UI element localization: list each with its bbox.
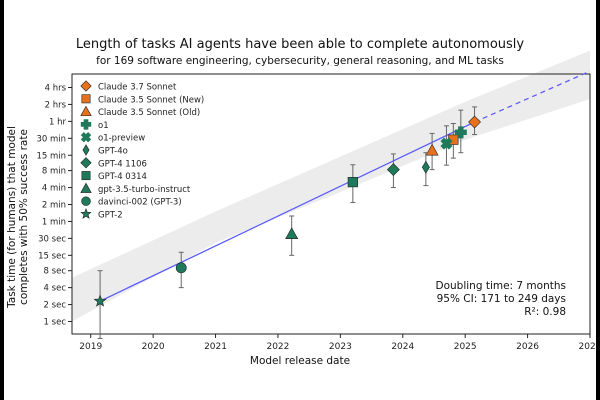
stat-r2: R²: 0.98 — [524, 306, 566, 318]
data-point — [175, 262, 187, 274]
data-point — [454, 126, 467, 139]
legend-label: GPT-4o — [98, 147, 128, 157]
data-point — [468, 115, 481, 129]
legend-marker — [81, 171, 91, 181]
legend-marker — [80, 131, 92, 143]
plot-area: 2019 2020 2021 2022 2023 2024 2025 2026 2027 1 se… — [36, 50, 596, 352]
data-point — [440, 137, 453, 150]
y-tick-label: 2 min — [42, 200, 66, 210]
y-tick-label: 2 hrs — [45, 100, 67, 110]
legend-label: Claude 3.5 Sonnet (New) — [98, 95, 204, 105]
legend-label: GPT-4 0314 — [98, 172, 147, 182]
data-point — [285, 227, 299, 240]
data-point — [347, 177, 358, 188]
data-point — [425, 143, 439, 156]
x-tick-label: 2026 — [516, 342, 539, 352]
data-point — [93, 294, 107, 307]
y-tick-label: 8 min — [42, 167, 66, 177]
legend-label: Claude 3.5 Sonnet (Old) — [98, 108, 200, 118]
data-point — [386, 163, 400, 177]
legend-marker — [80, 157, 92, 169]
y-tick-label: 1 hr — [49, 117, 66, 127]
y-tick-label: 1 sec — [44, 318, 67, 328]
y-tick-label: 4 sec — [44, 284, 67, 294]
y-tick-label: 30 min — [36, 134, 66, 144]
y-tick-label: 4 min — [42, 184, 66, 194]
legend-marker — [81, 94, 91, 104]
data-point-shape — [440, 137, 453, 150]
legend-marker — [80, 119, 92, 130]
x-tick-label: 2023 — [329, 342, 352, 352]
x-tick-label: 2022 — [266, 342, 289, 352]
legend-label: Claude 3.7 Sonnet — [98, 83, 177, 93]
legend-marker-shape — [80, 131, 92, 143]
legend-marker — [80, 182, 92, 193]
legend-marker — [81, 196, 91, 206]
legend-label: gpt-3.5-turbo-instruct — [98, 185, 191, 195]
legend-label: GPT-2 — [98, 211, 123, 221]
x-tick-label: 2019 — [79, 342, 102, 352]
stat-ci: 95% CI: 171 to 249 days — [436, 293, 566, 305]
legend-label: davinci-002 (GPT-3) — [98, 198, 182, 208]
legend-label: o1-preview — [98, 134, 145, 144]
legend-marker — [82, 144, 90, 156]
y-tick-label: 15 min — [36, 151, 66, 161]
legend-marker — [80, 80, 92, 92]
stats-box: Doubling time: 7 months 95% CI: 171 to 2… — [436, 280, 567, 319]
x-axis-label: Model release date — [249, 355, 351, 367]
y-tick-label: 8 sec — [44, 267, 67, 277]
legend-marker — [80, 105, 92, 117]
trend-projection — [474, 70, 591, 123]
x-tick-label: 2020 — [142, 342, 165, 352]
x-tick-label: 2025 — [454, 342, 477, 352]
x-tick-label: 2027 — [579, 342, 596, 352]
data-point — [421, 160, 430, 174]
chart-panel: Length of tasks AI agents have been able… — [4, 0, 596, 400]
legend-label: o1 — [98, 121, 109, 131]
stat-doubling: Doubling time: 7 months — [435, 280, 567, 292]
legend-marker — [80, 207, 92, 219]
chart-title: Length of tasks AI agents have been able… — [75, 37, 525, 52]
chart-subtitle: for 169 software engineering, cybersecur… — [96, 55, 504, 67]
trend-line — [99, 121, 475, 302]
x-tick-label: 2024 — [391, 342, 414, 352]
y-tick-label: 4 hrs — [45, 83, 67, 93]
y-tick-label: 2 sec — [44, 301, 67, 311]
y-tick-label: 1 min — [42, 217, 66, 227]
legend-label: GPT-4 1106 — [98, 159, 147, 169]
x-tick-label: 2021 — [204, 342, 227, 352]
y-tick-label: 30 sec — [38, 234, 66, 244]
y-tick-label: 15 sec — [38, 251, 66, 261]
